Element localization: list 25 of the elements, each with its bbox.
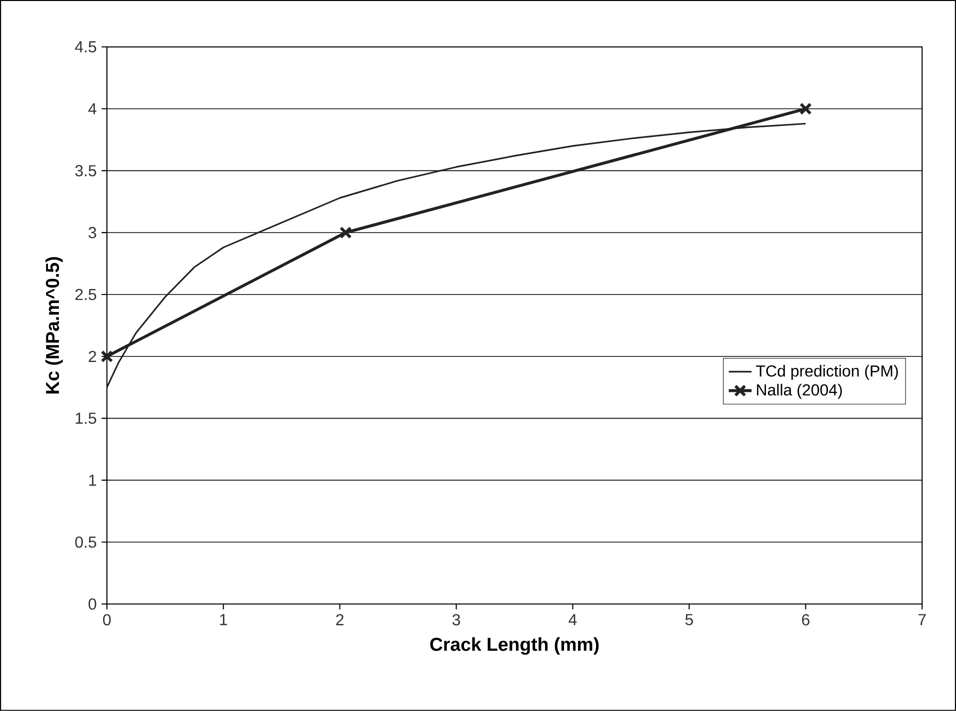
x-tick-label: 5 xyxy=(685,614,693,626)
x-tick-label: 2 xyxy=(336,614,344,626)
y-axis-title: Kc (MPa.m^0.5) xyxy=(45,257,63,394)
point xyxy=(100,350,114,363)
y-tick-label: 2 xyxy=(88,350,96,362)
y-tick-label: 4.5 xyxy=(74,41,96,52)
x-tick-label: 6 xyxy=(802,614,810,626)
x-tick-label: 1 xyxy=(220,614,228,626)
y-tick-label: 2.5 xyxy=(75,288,96,300)
y-tick-label: 0.5 xyxy=(75,536,96,548)
point xyxy=(339,226,352,239)
x-axis-title: Crack Length (mm) xyxy=(430,637,599,655)
x-tick-label: 0 xyxy=(103,614,111,626)
x-tick-label: 7 xyxy=(918,614,926,626)
x-tick-label: 4 xyxy=(568,614,577,626)
y-tick-label: 4 xyxy=(88,103,96,114)
y-tick-label: 1 xyxy=(89,474,96,486)
point xyxy=(799,102,812,115)
y-tick-label: 3 xyxy=(88,226,96,238)
y-tick-label: 1.5 xyxy=(76,412,96,424)
legend-label: TCd prediction (PM) xyxy=(756,364,898,380)
y-tick-label: 0 xyxy=(88,598,96,610)
y-tick-label: 3.5 xyxy=(75,165,96,176)
x-tick-label: 3 xyxy=(452,614,460,626)
legend-label: Nalla (2004) xyxy=(757,384,842,399)
